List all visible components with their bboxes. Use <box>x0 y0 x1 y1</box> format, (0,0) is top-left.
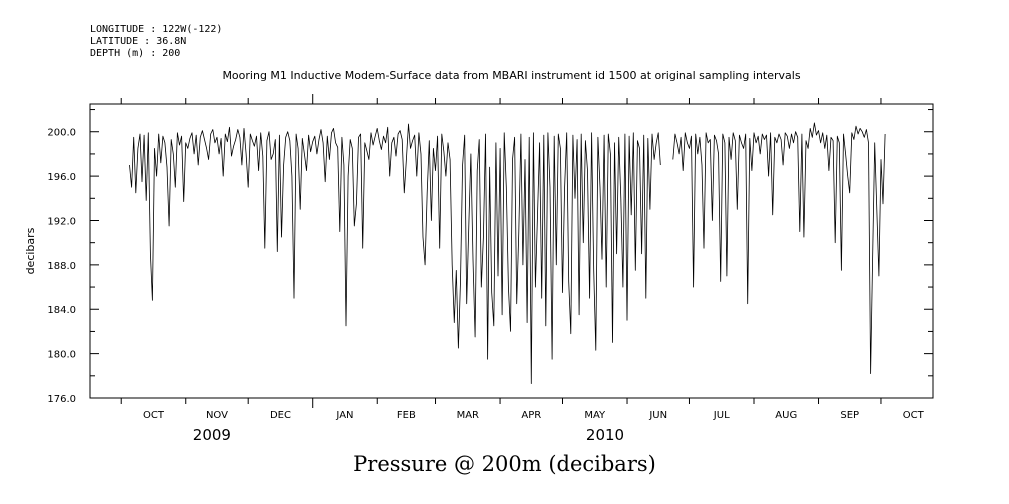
month-label: JUN <box>648 410 667 421</box>
month-label: MAY <box>584 410 606 421</box>
chart-title: Mooring M1 Inductive Modem-Surface data … <box>222 69 801 82</box>
y-tick-label: 200.0 <box>47 128 76 139</box>
y-axis-label: decibars <box>24 227 37 274</box>
plot-frame <box>89 103 934 399</box>
series-line <box>129 122 886 384</box>
y-tick-label: 180.0 <box>47 350 76 361</box>
y-tick-label: 176.0 <box>47 394 76 405</box>
y-tick-label: 188.0 <box>47 261 76 272</box>
month-label: FEB <box>397 410 416 421</box>
y-tick-label: 192.0 <box>47 216 76 227</box>
month-label: OCT <box>903 410 925 421</box>
month-label: OCT <box>143 410 165 421</box>
month-label: SEP <box>840 410 859 421</box>
x-axis: OCT NOV DEC JAN FEB MAR APR MAY JUN JUL AUG SEP OCT 2… <box>120 94 925 444</box>
y-tick-label: 184.0 <box>47 305 76 316</box>
year-label: 2009 <box>193 426 231 444</box>
month-label: NOV <box>206 410 228 421</box>
latitude-text: LATITUDE : 36.8N <box>90 36 187 47</box>
month-label: DEC <box>270 410 291 421</box>
longitude-text: LONGITUDE : 122W(-122) <box>90 24 223 35</box>
footer-title: Pressure @ 200m (decibars) <box>353 452 656 476</box>
metadata-block: LONGITUDE : 122W(-122) LATITUDE : 36.8N … <box>90 24 222 60</box>
month-label: MAR <box>457 410 479 421</box>
y-tick-label: 196.0 <box>47 172 76 183</box>
month-label: AUG <box>775 410 797 421</box>
data-series <box>129 122 886 384</box>
month-label: JAN <box>335 410 353 421</box>
depth-text: DEPTH (m) : 200 <box>90 48 181 59</box>
year-label: 2010 <box>586 426 624 444</box>
month-label: APR <box>521 410 541 421</box>
y-axis: 176.0 180.0 184.0 188.0 192.0 196.0 200.0 <box>47 109 933 405</box>
month-label: JUL <box>713 410 730 421</box>
